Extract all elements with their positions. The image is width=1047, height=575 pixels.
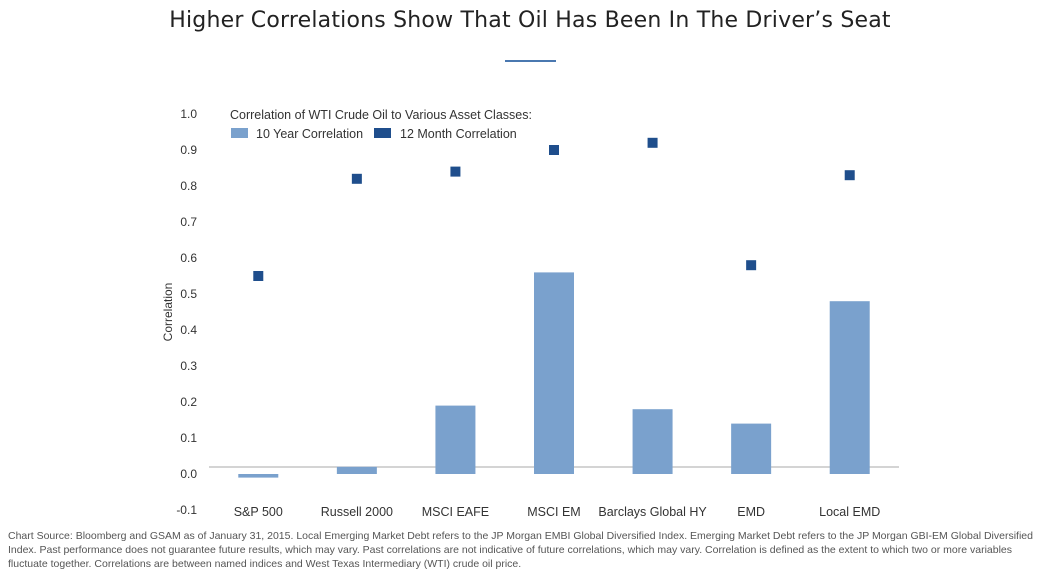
footnote: Chart Source: Bloomberg and GSAM as of J… — [8, 530, 1033, 570]
x-axis-categories: S&P 500 Russell 2000 MSCI EAFE MSCI EM Barcl… — [234, 505, 881, 519]
marker-12-month — [450, 166, 461, 177]
x-category-label: S&P 500 — [234, 505, 283, 519]
x-category-label: Russell 2000 — [321, 505, 393, 519]
bar-10-year — [435, 405, 476, 474]
legend-swatch-10-year — [231, 128, 248, 138]
x-category-label: Local EMD — [819, 505, 880, 519]
bar-10-year — [534, 272, 574, 474]
y-tick-label: 0.9 — [180, 143, 197, 157]
y-tick-label: 0.7 — [180, 215, 197, 229]
marker-12-month — [351, 173, 362, 184]
x-category-label: MSCI EM — [527, 505, 580, 519]
legend-label-12-month: 12 Month Correlation — [400, 127, 517, 141]
marker-12-month — [253, 271, 264, 281]
y-tick-label: 0.2 — [180, 395, 197, 409]
legend: Correlation of WTI Crude Oil to Various … — [230, 108, 532, 141]
y-axis-ticks: 1.0 0.9 0.8 0.7 0.6 0.5 0.4 0.3 0.2 0.1 0.0 -0.1 — [176, 107, 197, 517]
bar-10-year — [632, 409, 673, 474]
x-category-label: Barclays Global HY — [598, 505, 707, 519]
marker-12-month — [647, 137, 658, 148]
bar-10-year — [336, 466, 377, 474]
y-tick-label: 1.0 — [180, 107, 197, 121]
bar-10-year — [829, 301, 870, 474]
legend-label-10-year: 10 Year Correlation — [256, 127, 363, 141]
marker-series — [253, 137, 855, 281]
page-title: Higher Correlations Show That Oil Has Be… — [169, 8, 891, 33]
marker-12-month — [844, 170, 855, 181]
chart: 1.0 0.9 0.8 0.7 0.6 0.5 0.4 0.3 0.2 0.1 0.0 -0.1 Co… — [161, 107, 899, 519]
y-axis-label: Correlation — [161, 283, 175, 342]
y-tick-label: 0.3 — [180, 359, 197, 373]
x-category-label: MSCI EAFE — [422, 505, 489, 519]
y-tick-label: 0.0 — [180, 467, 197, 481]
y-tick-label: 0.6 — [180, 251, 197, 265]
y-tick-label: 0.8 — [180, 179, 197, 193]
bar-10-year — [238, 474, 279, 478]
y-tick-label: 0.4 — [180, 323, 197, 337]
marker-12-month — [549, 145, 559, 155]
bar-10-year — [731, 423, 772, 474]
marker-12-month — [746, 260, 757, 271]
y-tick-label: -0.1 — [176, 503, 197, 517]
legend-swatch-12-month — [374, 128, 391, 138]
bar-series — [238, 272, 870, 478]
y-tick-label: 0.5 — [180, 287, 197, 301]
title-underline — [505, 60, 556, 62]
x-category-label: EMD — [737, 505, 765, 519]
legend-title: Correlation of WTI Crude Oil to Various … — [230, 108, 532, 122]
y-tick-label: 0.1 — [180, 431, 197, 445]
